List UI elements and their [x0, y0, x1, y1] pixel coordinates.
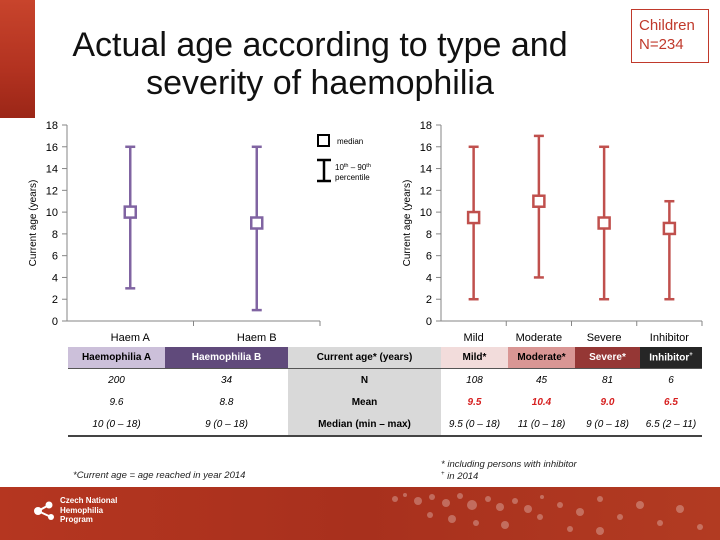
- cell: 6.5 (2 – 11): [645, 418, 697, 430]
- cell: 9.0: [600, 396, 615, 408]
- header-accent-bar: [0, 0, 35, 118]
- cell: 200: [108, 374, 125, 386]
- cell: 34: [220, 374, 233, 386]
- summary-table: Haemophilia A Haemophilia B Current age*…: [68, 347, 702, 437]
- median-marker: [123, 205, 137, 219]
- y-tick-label: 10: [46, 207, 58, 219]
- y-tick-label: 6: [52, 251, 58, 263]
- y-tick-label: 0: [426, 316, 432, 328]
- footer-bar: [0, 487, 720, 540]
- cell: 108: [466, 374, 483, 386]
- cell: 9.6: [109, 396, 124, 408]
- cell: 10.4: [531, 396, 552, 408]
- median-marker: [597, 216, 611, 230]
- header-current-age: Current age* (years): [288, 347, 441, 369]
- sample-size-badge: Children N=234: [631, 9, 709, 63]
- cell: 11 (0 – 18): [517, 418, 566, 430]
- cell: 10 (0 – 18): [92, 418, 141, 430]
- y-tick-label: 18: [46, 120, 58, 132]
- percentile-legend-label: 10th – 90th: [335, 163, 371, 172]
- cell: 81: [601, 374, 614, 386]
- cell: 9.5: [467, 396, 482, 408]
- y-tick-label: 2: [52, 294, 58, 306]
- badge-line2: N=234: [639, 36, 684, 53]
- program-logo-icon: [34, 501, 54, 520]
- header-haemophilia-a: Haemophilia A: [68, 347, 165, 369]
- table-row: 10 (0 – 18) 9 (0 – 18) Median (min – max…: [68, 413, 702, 436]
- header-inhibitor-sup: +: [689, 351, 693, 358]
- median-legend-icon: [317, 134, 330, 147]
- footnote-year: + in 2014: [441, 471, 479, 483]
- row-label: N: [288, 368, 441, 391]
- charts-canvas: Current age (years) 0 2 4 6 8 10 12 14 16 18 Haem …: [28, 120, 703, 344]
- cell: 6: [668, 374, 674, 386]
- header-severe: Severe*: [575, 347, 640, 369]
- footnote-inhibitor: * including persons with inhibitor: [441, 459, 577, 470]
- y-tick-label: 14: [420, 164, 432, 176]
- y-tick-label: 0: [52, 316, 58, 328]
- y-tick-label: 14: [46, 164, 58, 176]
- y-tick-label: 8: [52, 229, 58, 241]
- percentile-legend-icon: [317, 158, 331, 183]
- median-marker: [466, 210, 481, 225]
- x-tick-label: Moderate: [516, 332, 562, 344]
- cell: 9 (0 – 18): [205, 418, 248, 430]
- y-tick-label: 4: [426, 272, 432, 284]
- median-legend-label: median: [337, 137, 363, 146]
- y-tick-label: 2: [426, 294, 432, 306]
- cell: 8.8: [219, 396, 234, 408]
- header-inhibitor: Inhibitor+: [640, 347, 702, 369]
- cell: 6.5: [664, 396, 678, 408]
- header-haemophilia-b: Haemophilia B: [165, 347, 288, 369]
- cell: 9.5 (0 – 18): [448, 418, 501, 430]
- x-tick-label: Mild: [464, 332, 484, 344]
- chart-by-type: Current age (years) 0 2 4 6 8 10 12 14 16 18 Haem …: [28, 120, 321, 344]
- cell: 45: [535, 374, 548, 386]
- y-axis-label: Current age (years): [402, 180, 413, 267]
- y-tick-label: 18: [420, 120, 432, 132]
- table-row: 200 34 N 108 45 81 6: [68, 368, 702, 391]
- footnote-current-age: *Current age = age reached in year 2014: [73, 470, 246, 481]
- x-tick-label: Severe: [587, 332, 622, 344]
- y-tick-label: 10: [420, 207, 432, 219]
- header-mild: Mild*: [441, 347, 508, 369]
- y-tick-label: 8: [426, 229, 432, 241]
- median-marker: [532, 194, 546, 208]
- cell: 9 (0 – 18): [586, 418, 629, 430]
- percentile-legend-label-line2: percentile: [335, 173, 370, 182]
- y-tick-label: 4: [52, 272, 58, 284]
- x-tick-label: Inhibitor: [650, 332, 689, 344]
- header-inhibitor-text: Inhibitor: [649, 352, 690, 364]
- y-tick-label: 6: [426, 251, 432, 263]
- footer-dot-pattern: [392, 493, 703, 535]
- row-label: Mean: [288, 391, 441, 413]
- table-header-row: Haemophilia A Haemophilia B Current age*…: [68, 347, 702, 369]
- chart-legend: median 10th – 90th percentile: [317, 134, 371, 183]
- row-label: Median (min – max): [288, 413, 441, 436]
- y-tick-label: 12: [46, 185, 58, 197]
- y-tick-label: 12: [420, 185, 432, 197]
- badge-line1: Children: [639, 17, 695, 34]
- y-tick-label: 16: [420, 142, 432, 154]
- slide-title-line2: severity of haemophilia: [146, 64, 494, 102]
- median-marker: [662, 221, 677, 236]
- y-axis-label: Current age (years): [28, 180, 39, 267]
- median-marker: [250, 216, 264, 230]
- slide-title: Actual age according to type and severit…: [40, 26, 600, 102]
- x-tick-label: Haem A: [111, 332, 151, 344]
- y-tick-label: 16: [46, 142, 58, 154]
- chart-by-severity: Current age (years) 0 2 4 6 8 10 12 14 16 18 Mild M…: [402, 120, 703, 344]
- table-row: 9.6 8.8 Mean 9.5 10.4 9.0 6.5: [68, 391, 702, 413]
- header-moderate: Moderate*: [508, 347, 575, 369]
- slide-title-line1: Actual age according to type and: [72, 26, 568, 64]
- x-tick-label: Haem B: [237, 332, 277, 344]
- program-logo-text: Czech National Hemophilia Program: [60, 496, 118, 524]
